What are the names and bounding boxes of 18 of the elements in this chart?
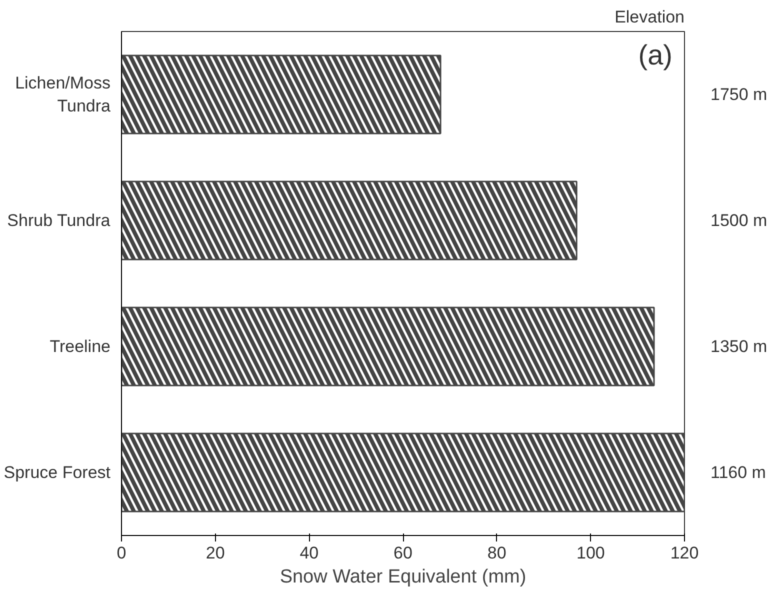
x-axis-title: Snow Water Equivalent (mm) (280, 566, 526, 588)
annotation: (a) (638, 40, 673, 70)
x-tick-label: 120 (670, 544, 699, 562)
text: 1750 m (710, 85, 768, 104)
y-tick-label: Spruce Forest (4, 463, 111, 482)
x-tick-label: 80 (487, 544, 506, 562)
text: 1500 m (710, 211, 768, 230)
y-tick-label: Lichen/Moss Tundra (15, 74, 112, 116)
text: 1160 m (710, 463, 766, 482)
text: Elevation (614, 8, 685, 26)
x-tick-label: 40 (300, 544, 319, 562)
x-tick-label: 60 (394, 544, 412, 562)
x-tick-label: 100 (576, 544, 605, 562)
y-tick-label: Shrub Tundra (7, 211, 111, 230)
text: 1350 m (710, 337, 768, 356)
x-tick-label: 0 (116, 544, 126, 562)
y-tick-label: Treeline (50, 337, 111, 356)
x-tick-label: 20 (206, 544, 225, 562)
